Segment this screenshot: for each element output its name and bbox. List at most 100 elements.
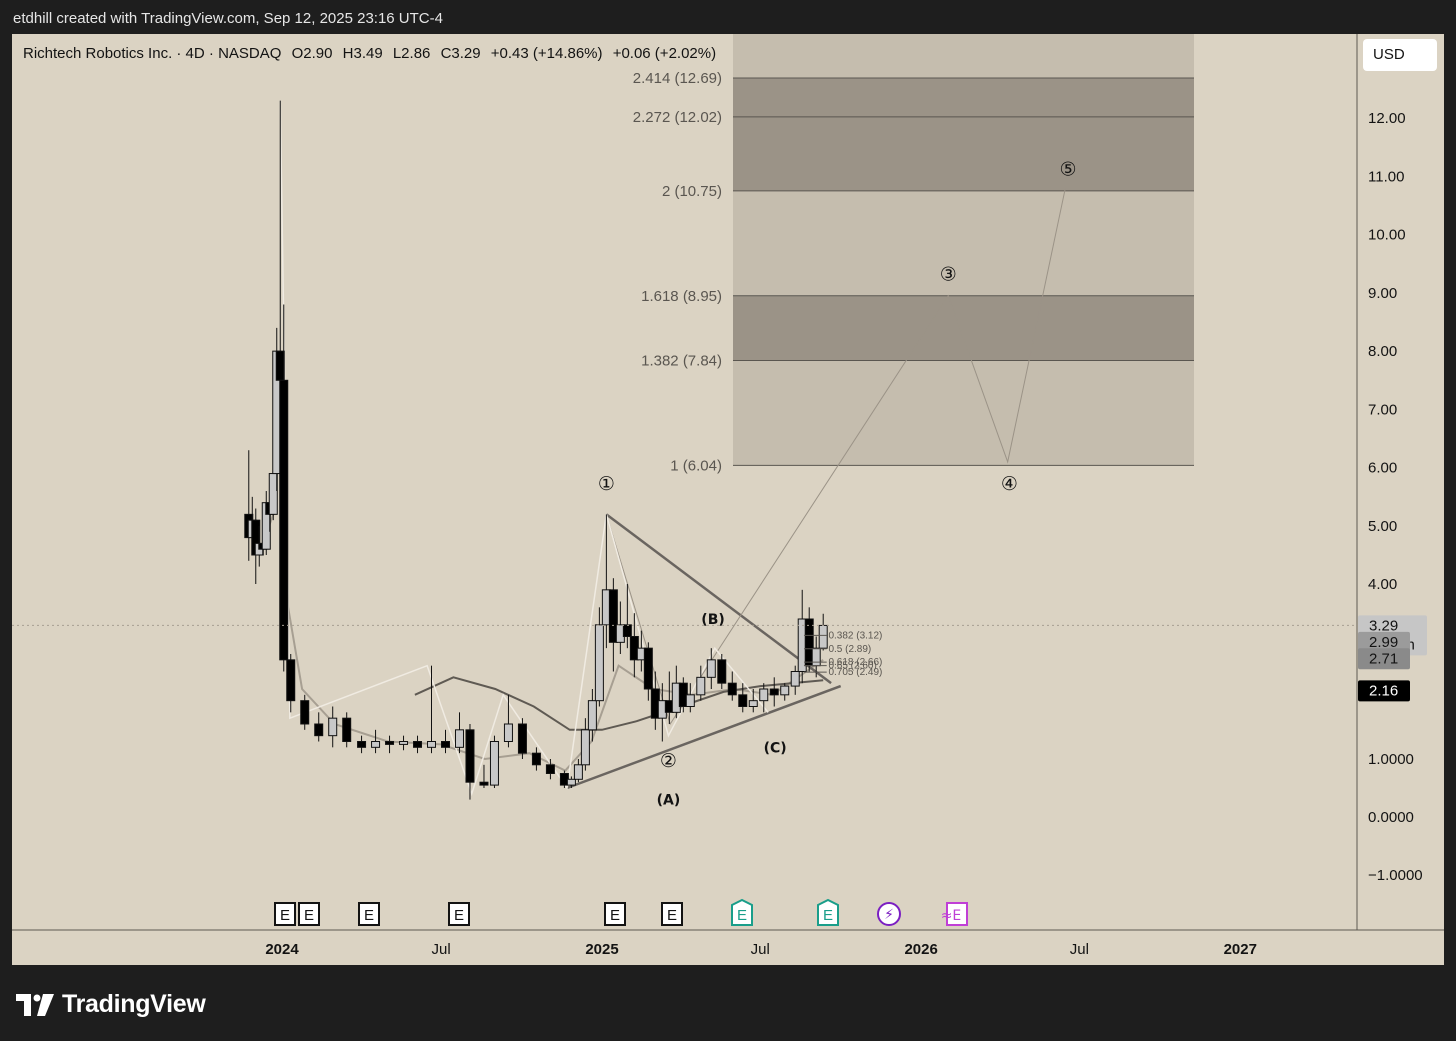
- price-tick-label: 11.00: [1368, 168, 1404, 185]
- candle: [314, 712, 324, 742]
- earnings-marker-icon: [274, 902, 296, 926]
- fib-retracement-label: 0.5 (2.89): [828, 644, 871, 655]
- chart-panel[interactable]: 2.414 (12.69) 2.272 (12.02) 2 (10.75) 1.618…: [12, 34, 1444, 965]
- candle: [706, 648, 716, 689]
- price-change: +0.43 (+14.86%): [490, 45, 603, 62]
- earnings-marker-icon: [731, 898, 753, 926]
- candle: [300, 694, 310, 730]
- earnings-marker-label: E: [280, 907, 290, 924]
- price-badge: [1358, 631, 1410, 653]
- candle-body: [489, 741, 499, 786]
- candle-body: [566, 778, 576, 786]
- dividend-marker-icon: [877, 902, 901, 926]
- fib-extension-zone: 2.414 (12.69) 2.272 (12.02) 2 (10.75) 1.618…: [633, 34, 1194, 474]
- candle-body: [503, 723, 513, 742]
- time-tick-label: Jul: [432, 941, 451, 958]
- wave-label: ⑤: [1059, 158, 1076, 180]
- time-tick-label: 2026: [904, 941, 937, 958]
- price-badge: [1358, 680, 1410, 702]
- candle-body: [385, 741, 395, 745]
- candle: [413, 735, 423, 754]
- attribution-bar: etdhill created with TradingView.com, Se…: [0, 0, 1456, 34]
- candle: [748, 689, 758, 713]
- candle-body: [780, 685, 790, 696]
- candle: [790, 665, 800, 695]
- time-tick-label: 2024: [265, 941, 299, 958]
- candle: [780, 683, 790, 701]
- candle: [573, 759, 583, 783]
- ohlc-high: H3.49: [342, 45, 383, 62]
- candle-body: [738, 694, 748, 707]
- earnings-marker-icon: [661, 902, 683, 926]
- candles: [244, 100, 828, 800]
- candle-body: [314, 723, 324, 737]
- candle-body: [769, 688, 779, 696]
- ohlc-low: L2.86: [392, 45, 431, 62]
- candle: [587, 689, 597, 742]
- candle-body: [622, 624, 632, 637]
- price-tick-label: 0.0000: [1368, 809, 1414, 826]
- candle-body: [580, 729, 590, 766]
- zigzag-line: [279, 100, 769, 797]
- candle: [622, 584, 632, 649]
- moving-average-long: [414, 676, 824, 731]
- wave-labels: ① ② ③ ④ ⑤ (A) (B) (C): [598, 158, 1077, 808]
- earnings-upcoming-icon: [946, 902, 968, 926]
- fib-ext-band-upper: [733, 77, 1194, 191]
- candle-body: [811, 647, 821, 667]
- price-tick-label: 5.00: [1368, 518, 1397, 535]
- candle-body: [454, 729, 464, 748]
- candle: [489, 735, 499, 788]
- candle-body: [643, 647, 653, 690]
- tradingview-logo: TradingView: [16, 990, 206, 1019]
- price-tick-label: 6.00: [1368, 460, 1397, 477]
- candle-body: [594, 624, 604, 702]
- candle: [503, 694, 513, 748]
- lightning-icon: ⚡: [884, 907, 894, 923]
- candle: [608, 578, 618, 672]
- candle: [279, 304, 289, 672]
- candle-body: [545, 764, 555, 774]
- candle-body: [759, 688, 769, 702]
- candle: [479, 764, 489, 788]
- attribution-text: etdhill created with TradingView.com, Se…: [13, 10, 443, 27]
- wave-label: ①: [598, 473, 615, 495]
- event-markers: E E E E E E E E ⚡ ≈E: [274, 898, 968, 926]
- candle-body: [685, 694, 695, 707]
- symbol-name: Richtech Robotics Inc. · 4D · NASDAQ: [23, 45, 282, 62]
- price-badge: [1358, 648, 1410, 670]
- axes: 12.00 11.00 10.00 9.00 8.00 7.00 6.00 5.00 4.00 1…: [12, 34, 1444, 958]
- fib-ext-band-base: [733, 360, 1194, 466]
- price-tick-label: −1.0000: [1368, 867, 1423, 884]
- candle-body: [818, 624, 828, 649]
- fib-ext-level-label: 2.414 (12.69): [633, 70, 722, 87]
- candle: [738, 683, 748, 713]
- candle-body: [717, 659, 727, 684]
- price-tick-label: 8.00: [1368, 343, 1397, 360]
- fib-retracement-label: 0.382 (3.12): [828, 630, 882, 641]
- price-badge-value: 2.71: [1369, 650, 1398, 667]
- currency-button[interactable]: USD: [1363, 39, 1437, 71]
- fib-ext-band-mid: [733, 190, 1194, 296]
- earnings-marker-label: E: [737, 907, 747, 924]
- price-tick-label: 10.00: [1368, 227, 1406, 244]
- footer: TradingView: [0, 965, 1456, 1041]
- fib-retracement-label: 0.618 (2.66): [828, 657, 882, 668]
- candle-body: [748, 700, 758, 708]
- wave-label: ④: [1001, 473, 1018, 495]
- time-tick-label: 2025: [585, 941, 618, 958]
- fib-retracement: 0.382 (3.12) 0.5 (2.89) 0.618 (2.66)0.65 (…: [803, 630, 882, 678]
- candle: [696, 665, 706, 701]
- price-chart[interactable]: 2.414 (12.69) 2.272 (12.02) 2 (10.75) 1.618…: [12, 34, 1444, 965]
- fib-ext-level-label: 1 (6.04): [670, 457, 722, 474]
- candle: [286, 654, 296, 713]
- candle: [342, 712, 352, 748]
- earnings-marker-icon: [358, 902, 380, 926]
- earnings-marker-label: E: [304, 907, 314, 924]
- candle: [399, 735, 409, 751]
- price-tick-label: 4.00: [1368, 576, 1397, 593]
- fib-ext-level-label: 2 (10.75): [662, 183, 722, 200]
- candle: [545, 759, 555, 780]
- candle: [818, 613, 828, 651]
- wave-label: ②: [660, 750, 677, 772]
